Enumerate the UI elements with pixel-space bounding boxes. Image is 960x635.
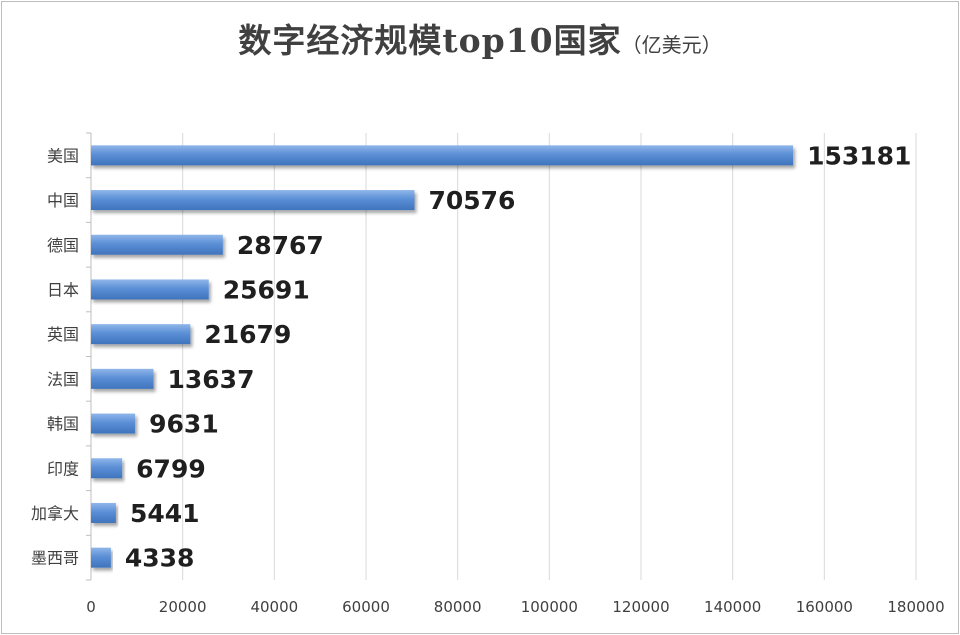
category-axis — [86, 132, 92, 581]
x-tick-label-5: 100000 — [521, 598, 578, 616]
category-label-6: 韩国 — [47, 415, 79, 434]
bar-0 — [91, 145, 794, 166]
bar-6 — [91, 413, 136, 434]
category-label-5: 法国 — [47, 370, 79, 389]
bar-2 — [91, 234, 223, 255]
category-label-3: 日本 — [47, 280, 79, 299]
chart-title-main: 数字经济规模top10国家 — [238, 21, 622, 60]
x-tick-label-3: 60000 — [342, 598, 390, 616]
category-label-7: 印度 — [47, 459, 79, 478]
category-label-1: 中国 — [47, 191, 79, 210]
category-label-9: 墨西哥 — [31, 549, 79, 568]
category-label-0: 美国 — [47, 146, 79, 165]
data-label-4: 21679 — [204, 320, 291, 349]
data-label-7: 6799 — [136, 454, 206, 483]
category-label-2: 德国 — [47, 236, 79, 255]
data-label-9: 4338 — [125, 544, 195, 573]
x-tick-label-0: 0 — [86, 598, 96, 616]
data-label-0: 153181 — [807, 141, 911, 170]
bar-5 — [91, 368, 154, 389]
data-label-6: 9631 — [149, 410, 219, 439]
category-label-4: 英国 — [47, 325, 79, 344]
bar-7 — [91, 458, 123, 479]
x-tick-labels: 0 20000 40000 60000 80000 100000 120000 140000 1… — [86, 598, 944, 616]
chart-title-unit: （亿美元） — [621, 33, 722, 57]
data-label-8: 5441 — [130, 499, 200, 528]
x-tick-label-8: 160000 — [796, 598, 853, 616]
data-label-5: 13637 — [168, 365, 255, 394]
data-label-2: 28767 — [237, 231, 324, 260]
x-tick-label-6: 120000 — [612, 598, 669, 616]
x-tick-label-2: 40000 — [250, 598, 298, 616]
x-tick-label-4: 80000 — [434, 598, 482, 616]
bar-3 — [91, 279, 209, 300]
bar-9 — [91, 547, 111, 568]
chart-title: 数字经济规模top10国家（亿美元） — [0, 14, 960, 62]
bars — [91, 145, 794, 568]
category-label-8: 加拿大 — [31, 504, 79, 523]
x-tick-label-9: 180000 — [887, 598, 944, 616]
bar-4 — [91, 324, 191, 345]
data-labels: 153181 70576 28767 25691 21679 13637 9631 6799 5… — [125, 141, 912, 572]
x-tick-label-1: 20000 — [159, 598, 207, 616]
x-tick-label-7: 140000 — [704, 598, 761, 616]
data-label-1: 70576 — [428, 186, 515, 215]
bar-8 — [91, 502, 116, 523]
data-label-3: 25691 — [223, 275, 310, 304]
bar-1 — [91, 190, 415, 211]
